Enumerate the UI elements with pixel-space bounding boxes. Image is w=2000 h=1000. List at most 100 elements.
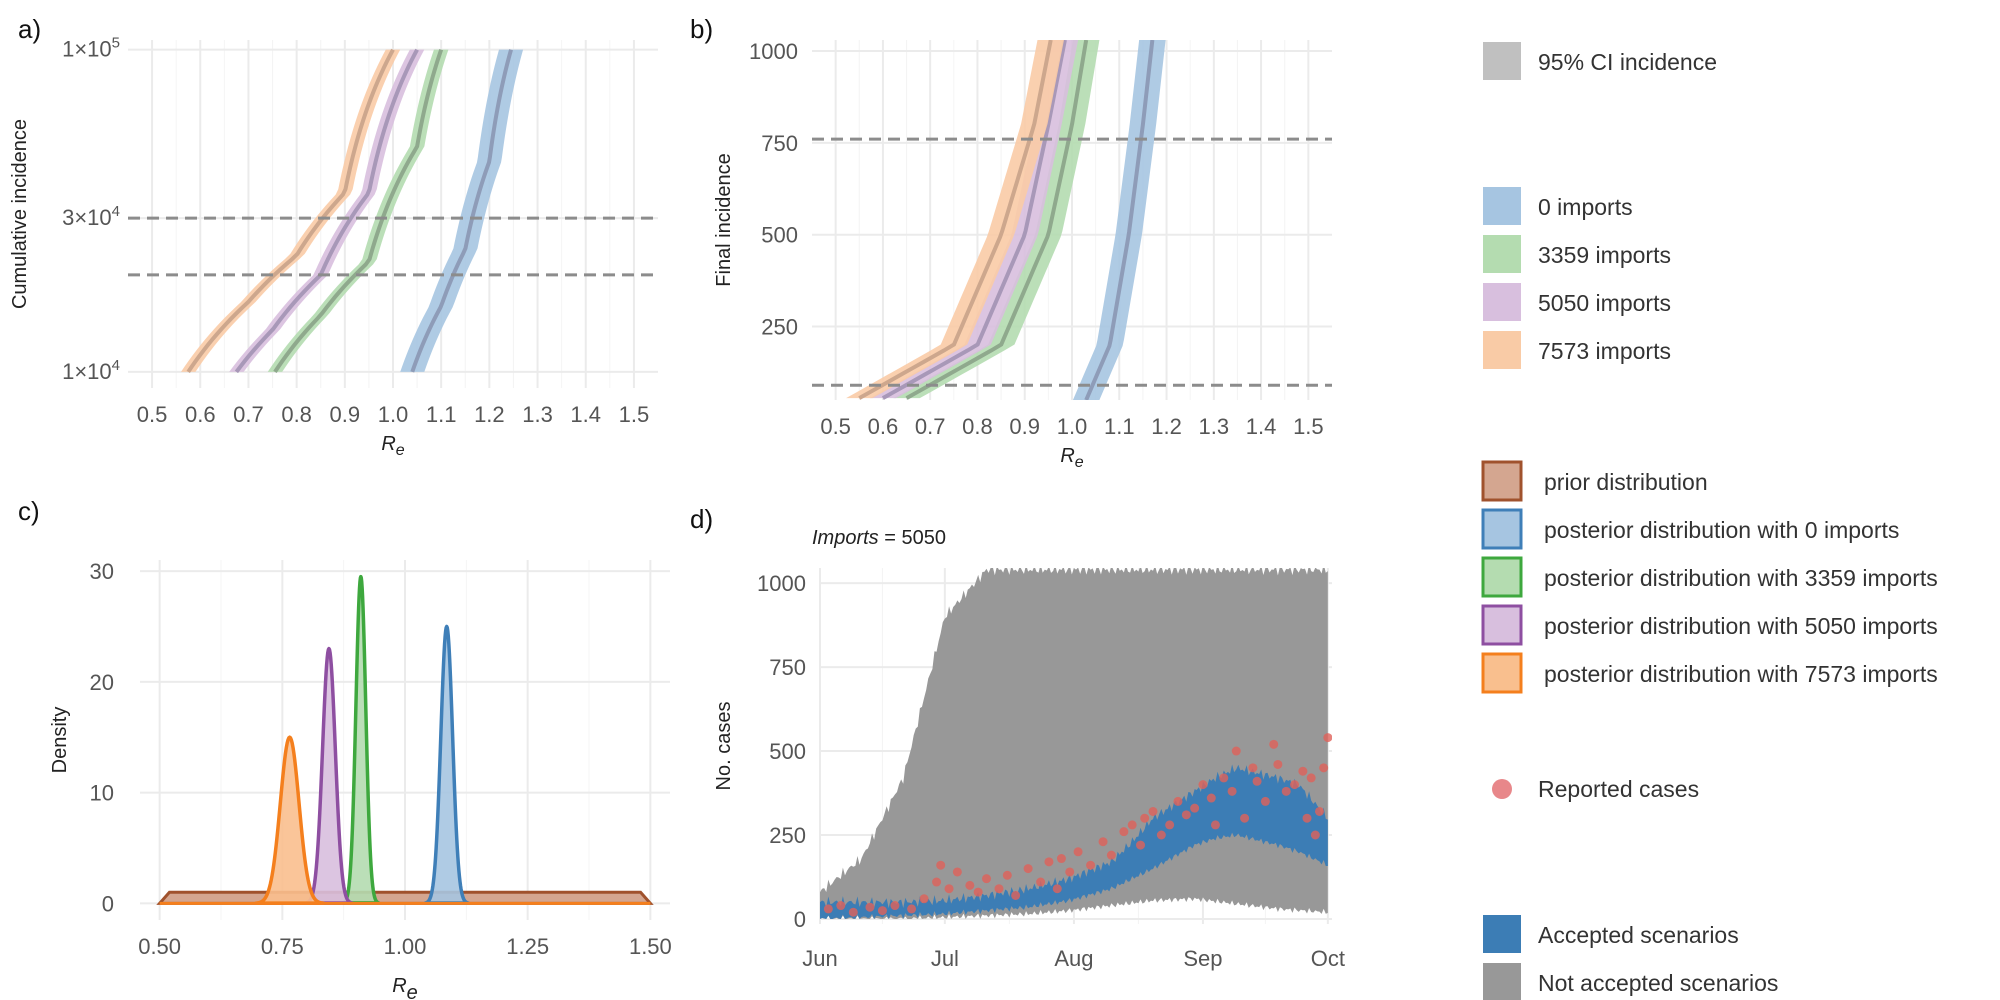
panel-d-x-tick: Jun — [802, 946, 837, 971]
panel-d-reported-point — [877, 906, 887, 916]
panel-b-x-tick: 0.5 — [820, 414, 851, 439]
panel-a-x-tick: 0.5 — [137, 402, 168, 427]
panel-d-reported-point — [1252, 776, 1262, 786]
panel-c: c) 0.50 0.75 1.00 1.25 1.50 0 10 20 30 Density Re — [18, 496, 672, 1000]
panel-d-reported-point — [1323, 733, 1332, 743]
panel-a-y-tick-times: ×10 — [74, 359, 111, 384]
panel-d-reported-point — [1002, 870, 1012, 880]
panel-d-reported-point — [1036, 877, 1046, 887]
legend-label-imports-0: 0 imports — [1538, 194, 1633, 220]
legend-key-imports-2 — [1483, 283, 1521, 321]
panel-d-reported-point — [1098, 837, 1108, 847]
panel-b-label: b) — [690, 14, 713, 44]
panel-a-x-tick: 1.4 — [570, 402, 601, 427]
panel-d-reported-point — [1052, 884, 1062, 894]
legend-key-scenario-1 — [1483, 963, 1521, 1000]
panel-a-x-tick: 1.3 — [522, 402, 553, 427]
panel-a-y-tick-times: ×10 — [74, 205, 111, 230]
legend-key-imports-1 — [1483, 235, 1521, 273]
panel-d-reported-point — [965, 880, 975, 890]
panel-a-x-tick: 0.9 — [330, 402, 361, 427]
panel-c-x-tick: 1.00 — [384, 934, 427, 959]
panel-d-y-axis-title: No. cases — [713, 702, 735, 791]
panel-c-x-tick: 1.25 — [506, 934, 549, 959]
panel-d-y-tick: 500 — [769, 739, 806, 764]
panel-b-y-tick: 500 — [761, 223, 798, 248]
panel-d-reported-point — [1173, 796, 1183, 806]
panel-d-reported-point — [1198, 780, 1208, 790]
panel-d-reported-point — [1310, 830, 1320, 840]
panel-c-y-axis-title: Density — [49, 707, 71, 774]
panel-d-reported-point — [1219, 773, 1229, 783]
legend-key-distribution-3 — [1481, 604, 1523, 646]
panel-d-reported-point — [1227, 786, 1237, 796]
panel-a-label: a) — [18, 14, 41, 44]
panel-b-x-tick: 1.2 — [1151, 414, 1182, 439]
panel-a-band-0 — [400, 49, 524, 372]
legend-label-distribution-0: prior distribution — [1544, 469, 1708, 495]
panel-d-x-tick: Aug — [1054, 946, 1093, 971]
panel-d-reported-point — [890, 901, 900, 911]
legend-label-scenario-1: Not accepted scenarios — [1538, 970, 1778, 996]
panel-c-y-tick: 10 — [90, 781, 114, 806]
legend-label-imports-1: 3359 imports — [1538, 242, 1671, 268]
panel-d-reported-point — [1269, 739, 1279, 749]
panel-d-reported-point — [1231, 746, 1241, 756]
panel-d-reported-point — [994, 884, 1004, 894]
panel-c-y-tick: 20 — [90, 670, 114, 695]
panel-b-x-tick: 1.0 — [1057, 414, 1088, 439]
panel-a-y-tick-mantissa: 3 — [62, 205, 74, 230]
panel-c-x-tick: 1.50 — [629, 934, 672, 959]
panel-b-y-tick: 1000 — [749, 39, 798, 64]
legend-key-ci — [1483, 42, 1521, 80]
legend-key-imports-3 — [1483, 331, 1521, 369]
panel-d-reported-point — [1290, 780, 1300, 790]
panel-a-x-axis-title-sub: e — [396, 442, 405, 459]
panel-d-reported-point — [1023, 864, 1033, 874]
panel-b-x-tick: 0.9 — [1009, 414, 1040, 439]
panel-b-median-0 — [1084, 40, 1155, 400]
panel-b-x-axis-title: Re — [1060, 445, 1083, 471]
legend-label-reported: Reported cases — [1538, 776, 1699, 802]
panel-b-median-2 — [881, 40, 1067, 400]
panel-d-plot — [820, 568, 1332, 919]
panel-c-grid — [140, 560, 670, 920]
panel-d-reported-point — [1106, 850, 1116, 860]
panel-d-accepted-band — [820, 764, 1328, 919]
panel-a-x-tick: 0.7 — [233, 402, 264, 427]
panel-b-y-tick: 750 — [761, 131, 798, 156]
panel-d: d) Imports = 5050 Jun Jul Aug Sep Oct 0 250 500 7… — [690, 504, 1345, 971]
panel-c-posterior-area-0 — [423, 624, 470, 905]
panel-d-reported-point — [1248, 763, 1258, 773]
panel-b-y-axis-title: Final incidence — [713, 153, 735, 286]
legend-key-scenario-0 — [1483, 915, 1521, 953]
panel-c-x-axis-title-sub: e — [407, 982, 418, 1000]
panel-d-reported-point — [1190, 803, 1200, 813]
panel-d-x-tick: Sep — [1183, 946, 1222, 971]
panel-d-reported-point — [1273, 759, 1283, 769]
panel-d-y-tick: 0 — [794, 907, 806, 932]
panel-a-y-tick-exponent: 5 — [112, 35, 120, 52]
legend-key-distribution-2 — [1481, 556, 1523, 598]
panel-d-y-tick: 750 — [769, 655, 806, 680]
panel-b-x-axis-title-main: R — [1060, 445, 1074, 467]
panel-d-reported-point — [1319, 763, 1329, 773]
panel-c-posterior-area-3 — [254, 735, 325, 905]
panel-d-reported-point — [1073, 847, 1083, 857]
panel-d-x-tick: Oct — [1311, 946, 1345, 971]
panel-c-x-axis-title: Re — [392, 975, 418, 1000]
panel-b-plot — [846, 40, 1166, 400]
panel-d-reported-point — [1065, 867, 1075, 877]
legend-label-distribution-2: posterior distribution with 3359 imports — [1544, 565, 1938, 591]
panel-d-reported-point — [932, 877, 942, 887]
legend-key-reported — [1492, 779, 1512, 799]
panel-d-reported-point — [982, 874, 992, 884]
panel-d-reported-point — [1044, 857, 1054, 867]
panel-a-median-2 — [234, 48, 419, 374]
legend-label-distribution-4: posterior distribution with 7573 imports — [1544, 661, 1938, 687]
panel-b-y-tick: 250 — [761, 315, 798, 340]
panel-d-reported-point — [1148, 806, 1158, 816]
panel-d-reported-point — [1136, 840, 1146, 850]
panel-d-y-tick: 250 — [769, 823, 806, 848]
